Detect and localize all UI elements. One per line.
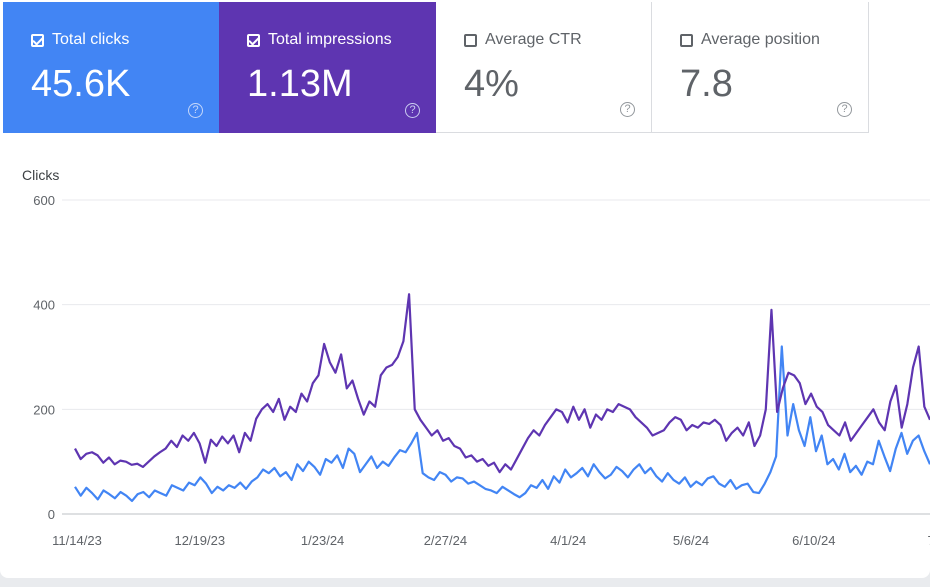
metric-card-total-clicks[interactable]: Total clicks 45.6K ? <box>3 2 219 133</box>
checkbox-icon[interactable] <box>31 33 44 47</box>
y-tick-label: 0 <box>48 507 55 522</box>
impressions-series-line <box>74 293 930 474</box>
help-icon[interactable]: ? <box>405 103 420 118</box>
metric-card-header: Average CTR <box>464 31 582 49</box>
metric-label: Average position <box>701 31 820 48</box>
y-tick-label: 400 <box>33 298 55 313</box>
clicks-series-line <box>74 345 930 503</box>
metric-card-average-ctr[interactable]: Average CTR 4% ? <box>436 2 652 133</box>
checkbox-icon[interactable] <box>680 33 693 47</box>
chart-series <box>74 293 930 503</box>
metric-value: 45.6K <box>31 63 131 105</box>
metric-card-header: Average position <box>680 31 820 49</box>
x-axis-ticks: 11/14/23 12/19/23 1/23/24 2/27/24 4/1/24 5/6/… <box>52 533 930 548</box>
help-icon[interactable]: ? <box>837 102 852 117</box>
metric-card-header: Total clicks <box>31 31 129 49</box>
x-tick-label: 12/19/23 <box>174 533 225 548</box>
help-icon[interactable]: ? <box>188 103 203 118</box>
x-tick-label: 11/14/23 <box>52 533 102 548</box>
x-tick-label: 1/23/24 <box>301 533 344 548</box>
x-tick-label: 7/1 <box>928 533 930 548</box>
metric-card-header: Total impressions <box>247 31 392 49</box>
y-tick-label: 600 <box>33 193 55 208</box>
help-icon[interactable]: ? <box>620 102 635 117</box>
metric-value: 4% <box>464 63 519 105</box>
metric-card-total-impressions[interactable]: Total impressions 1.13M ? <box>219 2 436 133</box>
y-axis-label: Clicks <box>22 167 59 183</box>
x-tick-label: 5/6/24 <box>673 533 709 548</box>
checkbox-icon[interactable] <box>464 33 477 47</box>
x-tick-label: 4/1/24 <box>550 533 586 548</box>
checkbox-icon[interactable] <box>247 33 260 47</box>
y-axis-ticks: 0 200 400 600 <box>33 193 55 522</box>
metric-label: Total impressions <box>268 31 392 48</box>
metric-card-average-position[interactable]: Average position 7.8 ? <box>652 2 869 133</box>
metric-label: Total clicks <box>52 31 130 48</box>
metric-label: Average CTR <box>485 31 582 48</box>
metric-cards: Total clicks 45.6K ? Total impressions 1… <box>3 2 869 133</box>
x-tick-label: 6/10/24 <box>792 533 835 548</box>
metric-value: 1.13M <box>247 63 353 105</box>
x-tick-label: 2/27/24 <box>424 533 467 548</box>
y-tick-label: 200 <box>33 402 55 417</box>
metric-value: 7.8 <box>680 63 733 105</box>
